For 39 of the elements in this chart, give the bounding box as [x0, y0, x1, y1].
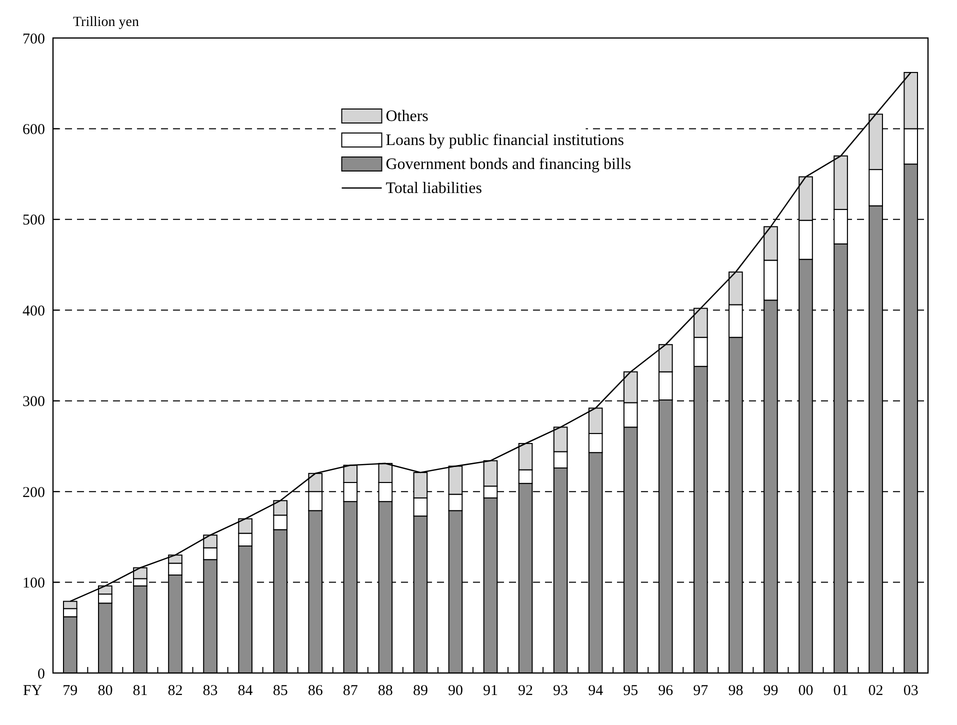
y-tick-label: 700 [22, 31, 45, 48]
y-axis-title: Trillion yen [73, 15, 139, 30]
x-tick-label: 91 [483, 683, 498, 699]
legend-label: Total liabilities [386, 180, 482, 197]
x-tick-label: 95 [623, 683, 638, 699]
x-tick-label: 87 [342, 683, 358, 699]
x-tick-label: 97 [693, 683, 709, 699]
x-tick-label: 93 [553, 683, 568, 699]
x-tick-label: 84 [238, 683, 254, 699]
x-tick-label: 83 [202, 683, 218, 699]
legend-label: Government bonds and financing bills [386, 156, 632, 173]
x-tick-label: 88 [378, 683, 393, 699]
x-tick-label: 96 [658, 683, 674, 699]
x-tick-label: 01 [833, 683, 848, 699]
x-tick-label: 00 [798, 683, 814, 699]
y-tick-label: 500 [22, 212, 45, 229]
y-tick-label: 0 [38, 666, 45, 682]
y-tick-label: 200 [22, 484, 45, 501]
x-tick-label: 90 [448, 683, 463, 699]
legend-label: Others [386, 108, 428, 125]
x-tick-label: 86 [308, 683, 324, 699]
x-tick-label: 81 [132, 683, 148, 699]
x-tick-label: 85 [272, 683, 288, 699]
x-tick-label: 80 [98, 683, 113, 699]
x-tick-label: 99 [763, 683, 778, 699]
x-tick-label: 79 [62, 683, 78, 699]
x-tick-label: 02 [868, 683, 884, 699]
x-axis-title: FY [23, 683, 42, 699]
y-tick-label: 600 [22, 122, 45, 138]
y-tick-label: 400 [22, 303, 45, 320]
x-tick-label: 98 [728, 683, 744, 699]
legend-label: Loans by public financial institutions [386, 132, 624, 149]
x-tick-label: 92 [518, 683, 534, 699]
y-tick-label: 300 [22, 394, 45, 410]
x-tick-label: 94 [588, 683, 604, 699]
x-tick-label: 82 [168, 683, 183, 699]
x-tick-label: 03 [903, 683, 918, 699]
x-tick-label: 89 [412, 683, 428, 699]
y-tick-label: 100 [22, 576, 45, 592]
